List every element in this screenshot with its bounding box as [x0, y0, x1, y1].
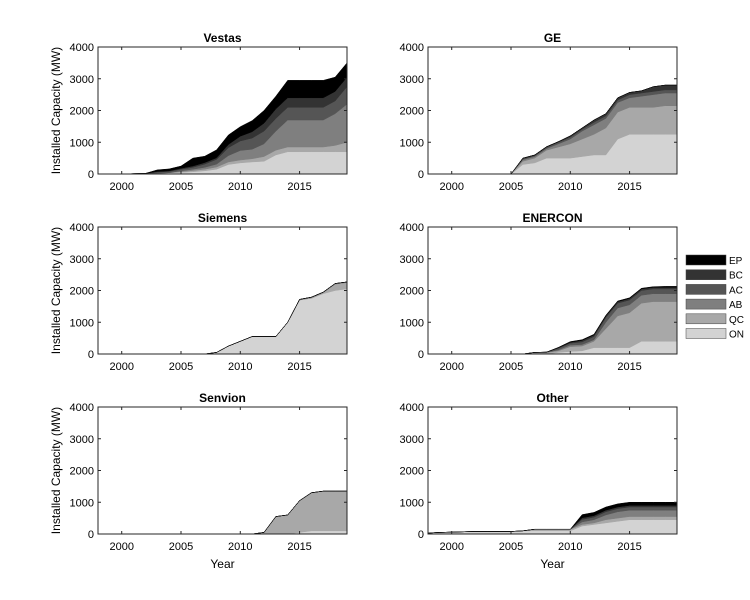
legend-label-ab: AB: [729, 300, 743, 311]
y-tick-label: 2000: [70, 106, 94, 118]
legend-swatch-qc: [685, 313, 727, 325]
legend-label-bc: BC: [729, 271, 743, 282]
legend-swatch-ep: [685, 254, 727, 266]
panel-enercon: 2000 2005 2010 2015 0 1000 2000 3000 4000 ENERCON: [400, 211, 678, 373]
y-tick-label: 1000: [70, 497, 94, 509]
y-tick-label: 4000: [400, 222, 424, 234]
x-tick-label: 2005: [499, 181, 523, 193]
x-tick-label: 2015: [287, 541, 311, 553]
panel-title: Other: [536, 391, 568, 405]
y-tick-label: 1000: [70, 137, 94, 149]
x-tick-label: 2015: [617, 181, 641, 193]
x-tick-label: 2010: [228, 361, 252, 373]
y-tick-label: 4000: [70, 42, 94, 54]
panel-title: Vestas: [203, 31, 241, 45]
legend: EP BC AC AB QC ON: [684, 253, 748, 344]
y-tick-label: 3000: [70, 74, 94, 86]
y-tick-label: 4000: [400, 402, 424, 414]
panel-title: ENERCON: [522, 211, 582, 225]
x-tick-label: 2010: [558, 181, 582, 193]
y-tick-label: 1000: [400, 497, 424, 509]
x-tick-label: 2005: [499, 541, 523, 553]
x-tick-label: 2005: [169, 361, 193, 373]
y-tick-label: 0: [88, 349, 94, 361]
y-tick-label: 1000: [70, 317, 94, 329]
panels: 2000 2005 2010 2015 0 1000 2000 3000 4000 Vestas I…: [49, 31, 678, 571]
legend-swatch-ac: [685, 284, 727, 295]
panel-title: GE: [544, 31, 561, 45]
y-tick-label: 3000: [70, 434, 94, 446]
legend-label-ep: EP: [729, 256, 743, 267]
legend-box: [684, 253, 748, 344]
panel-ge: 2000 2005 2010 2015 0 1000 2000 3000 4000 GE: [400, 31, 678, 193]
x-tick-label: 2015: [287, 361, 311, 373]
y-tick-label: 4000: [70, 222, 94, 234]
x-tick-label: 2015: [287, 181, 311, 193]
x-tick-label: 2000: [109, 361, 133, 373]
panel-siemens: 2000 2005 2010 2015 0 1000 2000 3000 4000 Siemens…: [49, 211, 348, 373]
x-tick-label: 2005: [169, 541, 193, 553]
x-axis-label: Year: [540, 557, 564, 571]
legend-label-qc: QC: [729, 315, 744, 326]
y-tick-label: 2000: [400, 286, 424, 298]
y-tick-label: 0: [418, 349, 424, 361]
x-tick-label: 2010: [228, 181, 252, 193]
panel-other: 2000 2005 2010 2015 0 1000 2000 3000 4000 Other Ye…: [400, 391, 678, 571]
y-tick-label: 3000: [400, 254, 424, 266]
legend-swatch-ab: [685, 298, 727, 310]
x-tick-label: 2000: [439, 541, 463, 553]
x-tick-label: 2000: [109, 181, 133, 193]
y-tick-label: 2000: [70, 286, 94, 298]
legend-swatch-bc: [685, 269, 727, 280]
x-tick-label: 2005: [169, 181, 193, 193]
y-tick-label: 2000: [400, 106, 424, 118]
y-tick-label: 1000: [400, 137, 424, 149]
y-tick-label: 0: [88, 169, 94, 181]
y-tick-label: 0: [418, 529, 424, 541]
legend-label-on: ON: [729, 330, 744, 341]
y-tick-label: 4000: [400, 42, 424, 54]
x-tick-label: 2000: [439, 361, 463, 373]
x-axis-label: Year: [210, 557, 234, 571]
y-axis-label: Installed Capacity (MW): [49, 227, 63, 354]
y-tick-label: 3000: [70, 254, 94, 266]
y-tick-label: 1000: [400, 317, 424, 329]
legend-swatch-on: [685, 328, 727, 339]
x-tick-label: 2015: [617, 361, 641, 373]
panel-senvion: 2000 2005 2010 2015 0 1000 2000 3000 4000 Senvion…: [49, 391, 348, 571]
y-tick-label: 0: [88, 529, 94, 541]
x-tick-label: 2000: [109, 541, 133, 553]
y-tick-label: 3000: [400, 74, 424, 86]
x-tick-label: 2010: [558, 541, 582, 553]
panel-title: Senvion: [199, 391, 246, 405]
y-axis-label: Installed Capacity (MW): [49, 407, 63, 534]
y-tick-label: 2000: [70, 466, 94, 478]
y-axis-label: Installed Capacity (MW): [49, 47, 63, 174]
y-tick-label: 4000: [70, 402, 94, 414]
y-tick-label: 3000: [400, 434, 424, 446]
panel-title: Siemens: [198, 211, 248, 225]
x-tick-label: 2010: [228, 541, 252, 553]
y-tick-label: 0: [418, 169, 424, 181]
panel-vestas: 2000 2005 2010 2015 0 1000 2000 3000 4000 Vestas I…: [49, 31, 348, 193]
legend-label-ac: AC: [729, 285, 743, 296]
x-tick-label: 2015: [617, 541, 641, 553]
y-tick-label: 2000: [400, 466, 424, 478]
x-tick-label: 2000: [439, 181, 463, 193]
x-tick-label: 2010: [558, 361, 582, 373]
x-tick-label: 2005: [499, 361, 523, 373]
